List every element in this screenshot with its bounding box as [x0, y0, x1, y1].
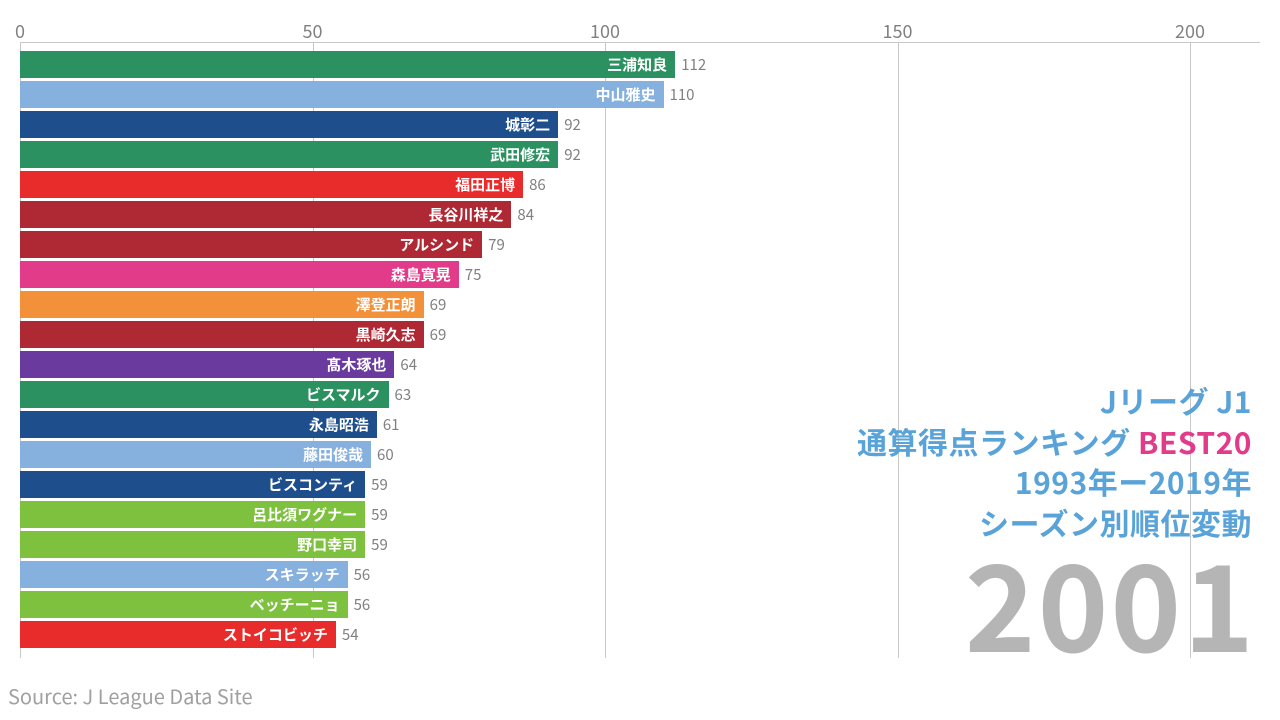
bar-row: 武田修宏 92	[20, 140, 1260, 169]
bar: 城彰二	[20, 111, 558, 138]
bar: ストイコビッチ	[20, 621, 336, 648]
bar-label: 黒崎久志	[356, 324, 416, 345]
source-label: Source: J League Data Site	[8, 681, 253, 710]
bar: 森島寛晃	[20, 261, 459, 288]
bar: アルシンド	[20, 231, 482, 258]
title-line-2: 通算得点ランキング BEST20	[857, 421, 1252, 462]
year-label: 2001	[965, 540, 1256, 660]
bar-label: 三浦知良	[607, 54, 667, 75]
bar-value: 75	[459, 261, 482, 288]
title-line-3: 1993年ー2019年	[857, 461, 1252, 502]
bar-value: 56	[348, 591, 371, 618]
title-line-2a: 通算得点ランキング	[857, 419, 1138, 463]
bar-label: 長谷川祥之	[428, 204, 503, 225]
title-line-1: Jリーグ J1	[857, 380, 1252, 421]
bar-value: 56	[348, 561, 371, 588]
bar-value: 110	[664, 81, 695, 108]
bar: 福田正博	[20, 171, 523, 198]
bar-label: 藤田俊哉	[303, 444, 363, 465]
bar-row: 三浦知良 112	[20, 50, 1260, 79]
bar-value: 112	[675, 51, 706, 78]
bar-label: 澤登正朗	[356, 294, 416, 315]
bar-value: 59	[365, 531, 388, 558]
bar-value: 69	[424, 321, 447, 348]
bar-row: 黒崎久志 69	[20, 320, 1260, 349]
bar-label: 野口幸司	[297, 534, 357, 555]
bar-value: 59	[365, 501, 388, 528]
bar: スキラッチ	[20, 561, 348, 588]
title-line-2b: BEST20	[1138, 419, 1252, 463]
bar-label: スキラッチ	[265, 564, 340, 585]
bar-label: ストイコビッチ	[223, 624, 328, 645]
axis-baseline	[20, 42, 1260, 43]
bar: 長谷川祥之	[20, 201, 511, 228]
bar-label: アルシンド	[399, 234, 474, 255]
bar-value: 92	[558, 111, 581, 138]
bar-value: 61	[377, 411, 400, 438]
bar-value: 54	[336, 621, 359, 648]
bar-label: 永島昭浩	[309, 414, 369, 435]
bar: ビスコンティ	[20, 471, 365, 498]
axis-tick-label: 50	[303, 18, 323, 44]
bar-row: 澤登正朗 69	[20, 290, 1260, 319]
bar-label: ビスマルク	[306, 384, 381, 405]
bar: 髙木琢也	[20, 351, 394, 378]
bar-row: 城彰二 92	[20, 110, 1260, 139]
axis-tick-label: 150	[883, 18, 913, 44]
bar-value: 86	[523, 171, 546, 198]
bar-label: ビスコンティ	[268, 474, 357, 495]
bar-label: 福田正博	[455, 174, 515, 195]
bar-value: 59	[365, 471, 388, 498]
bar-label: 森島寛晃	[391, 264, 451, 285]
bar: 三浦知良	[20, 51, 675, 78]
bar-value: 69	[424, 291, 447, 318]
bar-label: 髙木琢也	[326, 354, 386, 375]
bar-row: 中山雅史 110	[20, 80, 1260, 109]
bar: 武田修宏	[20, 141, 558, 168]
axis-tick-label: 100	[590, 18, 620, 44]
bar-row: 福田正博 86	[20, 170, 1260, 199]
bar: 藤田俊哉	[20, 441, 371, 468]
bar-value: 60	[371, 441, 394, 468]
bar: 野口幸司	[20, 531, 365, 558]
bar-row: 長谷川祥之 84	[20, 200, 1260, 229]
bar-value: 63	[389, 381, 412, 408]
bar: ベッチーニョ	[20, 591, 348, 618]
bar-row: アルシンド 79	[20, 230, 1260, 259]
bar: 黒崎久志	[20, 321, 424, 348]
bar-row: 髙木琢也 64	[20, 350, 1260, 379]
bar-label: 武田修宏	[490, 144, 550, 165]
bar: 澤登正朗	[20, 291, 424, 318]
bar: 呂比須ワグナー	[20, 501, 365, 528]
bar: 永島昭浩	[20, 411, 377, 438]
bar-row: 森島寛晃 75	[20, 260, 1260, 289]
bar-label: 中山雅史	[595, 84, 655, 105]
bar: 中山雅史	[20, 81, 664, 108]
bar-value: 64	[394, 351, 417, 378]
axis-tick-label: 200	[1175, 18, 1205, 44]
bar: ビスマルク	[20, 381, 389, 408]
axis-tick-label: 0	[15, 18, 25, 44]
bar-value: 79	[482, 231, 505, 258]
bar-label: 城彰二	[505, 114, 550, 135]
bar-value: 84	[511, 201, 534, 228]
bar-label: 呂比須ワグナー	[252, 504, 357, 525]
bar-value: 92	[558, 141, 581, 168]
bar-label: ベッチーニョ	[250, 594, 340, 615]
